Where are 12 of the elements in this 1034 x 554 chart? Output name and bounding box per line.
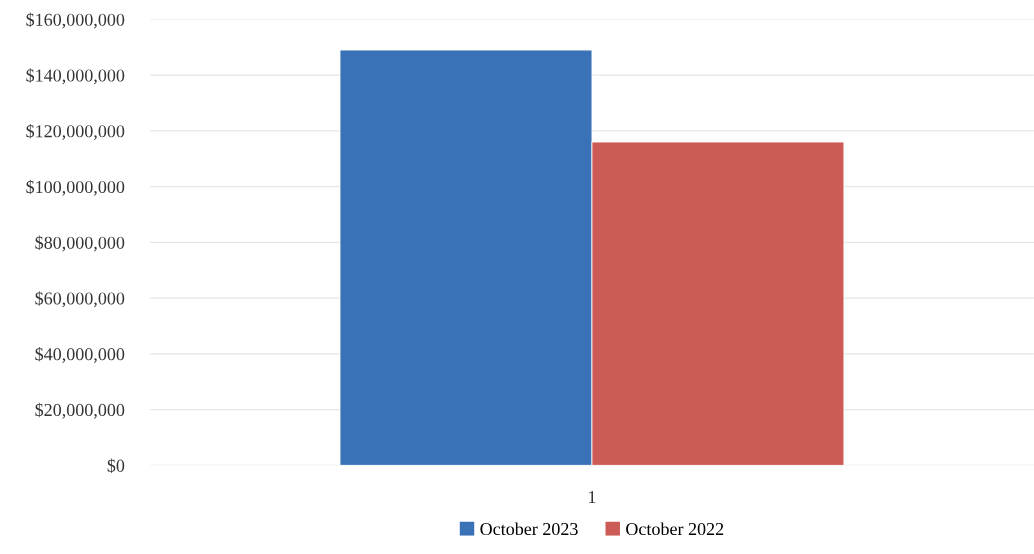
y-tick-label: $160,000,000 [26, 12, 125, 29]
legend-label: October 2022 [626, 522, 724, 536]
y-tick-label: $120,000,000 [26, 124, 125, 140]
x-tick-label: 1 [589, 490, 596, 503]
y-tick-label: $80,000,000 [35, 235, 125, 252]
y-tick-label: $20,000,000 [35, 402, 125, 419]
y-tick-label: $100,000,000 [26, 179, 125, 196]
y-tick-label: $140,000,000 [26, 68, 125, 85]
y-tick-label: $40,000,000 [35, 347, 125, 363]
legend-label: October 2023 [480, 522, 578, 536]
y-tick-label: $0 [107, 458, 125, 473]
y-tick-label: $60,000,000 [35, 291, 125, 308]
